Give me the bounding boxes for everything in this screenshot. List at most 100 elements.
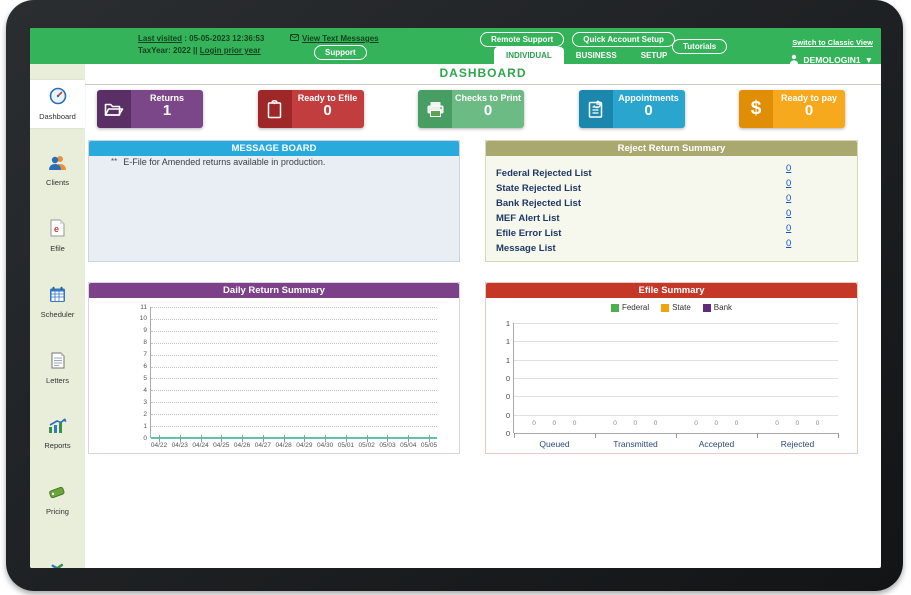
- y-axis-label: 6: [143, 363, 147, 371]
- sidebar-item-pricing[interactable]: Pricing: [30, 476, 85, 524]
- reject-row-count-link[interactable]: 0: [786, 193, 792, 204]
- header-right: Switch to Classic View DEMOLOGIN1 ▼: [789, 32, 873, 66]
- x-axis-label: 04/24: [192, 442, 209, 449]
- card-body: Appointments 0: [612, 90, 685, 128]
- efile-summary-header: Efile Summary: [486, 283, 857, 298]
- reject-summary-row: Message List 0: [486, 238, 857, 254]
- category-label: Rejected: [780, 439, 815, 449]
- last-visited-label[interactable]: Last visited: [138, 34, 183, 43]
- gridline: [151, 390, 437, 392]
- y-axis-label: 0: [143, 434, 147, 442]
- quick-account-setup-button[interactable]: Quick Account Setup: [572, 32, 675, 47]
- x-axis-tick: [179, 435, 181, 442]
- card-returns[interactable]: Returns 1: [97, 90, 203, 128]
- gridline: [151, 414, 437, 416]
- bullet: **: [111, 157, 118, 166]
- x-axis-label: 04/27: [254, 442, 271, 449]
- legend-item-state: State: [661, 303, 691, 312]
- x-axis-label: 05/05: [420, 442, 438, 449]
- legend-label: State: [672, 303, 691, 312]
- view-text-messages-link[interactable]: View Text Messages: [302, 34, 379, 43]
- x-axis-tick: [514, 433, 515, 438]
- pricing-icon: [48, 485, 67, 505]
- sidebar-item-label: Clients: [46, 177, 69, 187]
- tax-year-value: 2022: [173, 46, 191, 55]
- header-pill-row: Remote Support Quick Account Setup: [480, 32, 675, 47]
- reject-row-count-link[interactable]: 0: [786, 223, 792, 234]
- gridline: [151, 318, 437, 320]
- appointments-icon: [578, 90, 613, 128]
- bar-value-label: 0: [572, 420, 577, 427]
- sidebar-item-tools[interactable]: [30, 546, 85, 568]
- x-axis-label: 04/30: [317, 442, 334, 449]
- y-axis-label: 1: [505, 319, 510, 328]
- sidebar-item-reports[interactable]: Reports: [30, 410, 85, 458]
- login-prior-year-link[interactable]: Login prior year: [199, 46, 261, 55]
- gridline: [151, 366, 437, 368]
- x-axis-tick: [838, 433, 839, 438]
- tutorials-button[interactable]: Tutorials: [672, 39, 728, 54]
- legend-item-bank: Bank: [702, 303, 732, 312]
- legend-swatch: [702, 303, 711, 312]
- x-axis-label: 04/29: [296, 442, 313, 449]
- sidebar-item-efile[interactable]: e Efile: [30, 212, 85, 260]
- gridline: [151, 330, 437, 332]
- svg-text:e: e: [54, 224, 59, 234]
- y-axis-label: 1: [143, 422, 147, 430]
- last-visited-sep: :: [184, 34, 187, 43]
- reject-row-label: State Rejected List: [496, 183, 581, 194]
- reject-row-count-link[interactable]: 0: [786, 208, 792, 219]
- reports-icon: [48, 418, 67, 439]
- session-info: Last visited : 05-05-2023 12:36:53 TaxYe…: [138, 33, 264, 57]
- tab-individual[interactable]: INDIVIDUAL: [494, 47, 564, 64]
- sidebar-item-clients[interactable]: Clients: [30, 146, 85, 194]
- x-axis-tick: [304, 435, 306, 442]
- summary-cards-row: Returns 1 Ready to Efile 0 Checks to Print 0 A…: [97, 90, 845, 128]
- bar-value-label: 0: [633, 420, 638, 427]
- reject-row-label: Bank Rejected List: [496, 198, 581, 209]
- x-axis-label: 04/23: [171, 442, 188, 449]
- last-visited: Last visited : 05-05-2023 12:36:53: [138, 33, 264, 45]
- reject-summary-row: Federal Rejected List 0: [486, 163, 857, 179]
- reject-row-count-link[interactable]: 0: [786, 238, 792, 249]
- user-menu[interactable]: DEMOLOGIN1 ▼: [789, 54, 873, 66]
- sidebar-item-dashboard[interactable]: Dashboard: [30, 80, 85, 128]
- sidebar-item-scheduler[interactable]: Scheduler: [30, 278, 85, 326]
- bar-value-label: 0: [815, 420, 820, 427]
- y-axis-label: 10: [139, 315, 147, 323]
- tab-business[interactable]: BUSINESS: [575, 51, 617, 60]
- card-ready-to-pay[interactable]: $ Ready to pay 0: [739, 90, 845, 128]
- gridline: [514, 359, 838, 361]
- bar-value-label: 0: [613, 420, 617, 427]
- sidebar-nav: Dashboard Clients e Efile Scheduler Letters Re…: [30, 64, 85, 568]
- card-checks-to-print[interactable]: Checks to Print 0: [418, 90, 524, 128]
- x-axis-label: 04/22: [150, 442, 168, 449]
- gridline: [514, 323, 838, 324]
- card-ready-to-efile[interactable]: Ready to Efile 0: [257, 90, 364, 128]
- card-label: Appointments: [618, 93, 679, 103]
- gridline: [514, 414, 838, 416]
- support-button[interactable]: Support: [314, 45, 367, 60]
- reject-row-count-link[interactable]: 0: [786, 163, 792, 174]
- x-axis-tick: [262, 435, 264, 442]
- username: DEMOLOGIN1: [803, 55, 861, 65]
- reject-summary-header: Reject Return Summary: [486, 141, 857, 156]
- series-line-returns: [151, 437, 437, 439]
- y-axis-label: 0: [505, 410, 510, 420]
- x-axis-tick: [242, 435, 244, 442]
- sidebar-item-letters[interactable]: Letters: [30, 344, 85, 392]
- view-text-messages-wrap: View Text Messages: [290, 34, 379, 44]
- reject-row-count-link[interactable]: 0: [786, 178, 792, 189]
- gridline: [151, 307, 437, 308]
- tab-setup[interactable]: SETUP: [640, 51, 668, 60]
- x-axis-tick: [595, 433, 596, 438]
- reject-summary-row: Bank Rejected List 0: [486, 193, 857, 209]
- switch-to-classic-link[interactable]: Switch to Classic View: [792, 38, 873, 47]
- x-axis-tick: [345, 435, 347, 442]
- remote-support-button[interactable]: Remote Support: [480, 32, 565, 47]
- x-axis-tick: [366, 435, 368, 442]
- reject-row-label: Federal Rejected List: [496, 168, 592, 179]
- y-axis-label: 7: [143, 351, 147, 359]
- card-appointments[interactable]: Appointments 0: [578, 90, 685, 128]
- reject-row-label: Efile Error List: [496, 228, 562, 239]
